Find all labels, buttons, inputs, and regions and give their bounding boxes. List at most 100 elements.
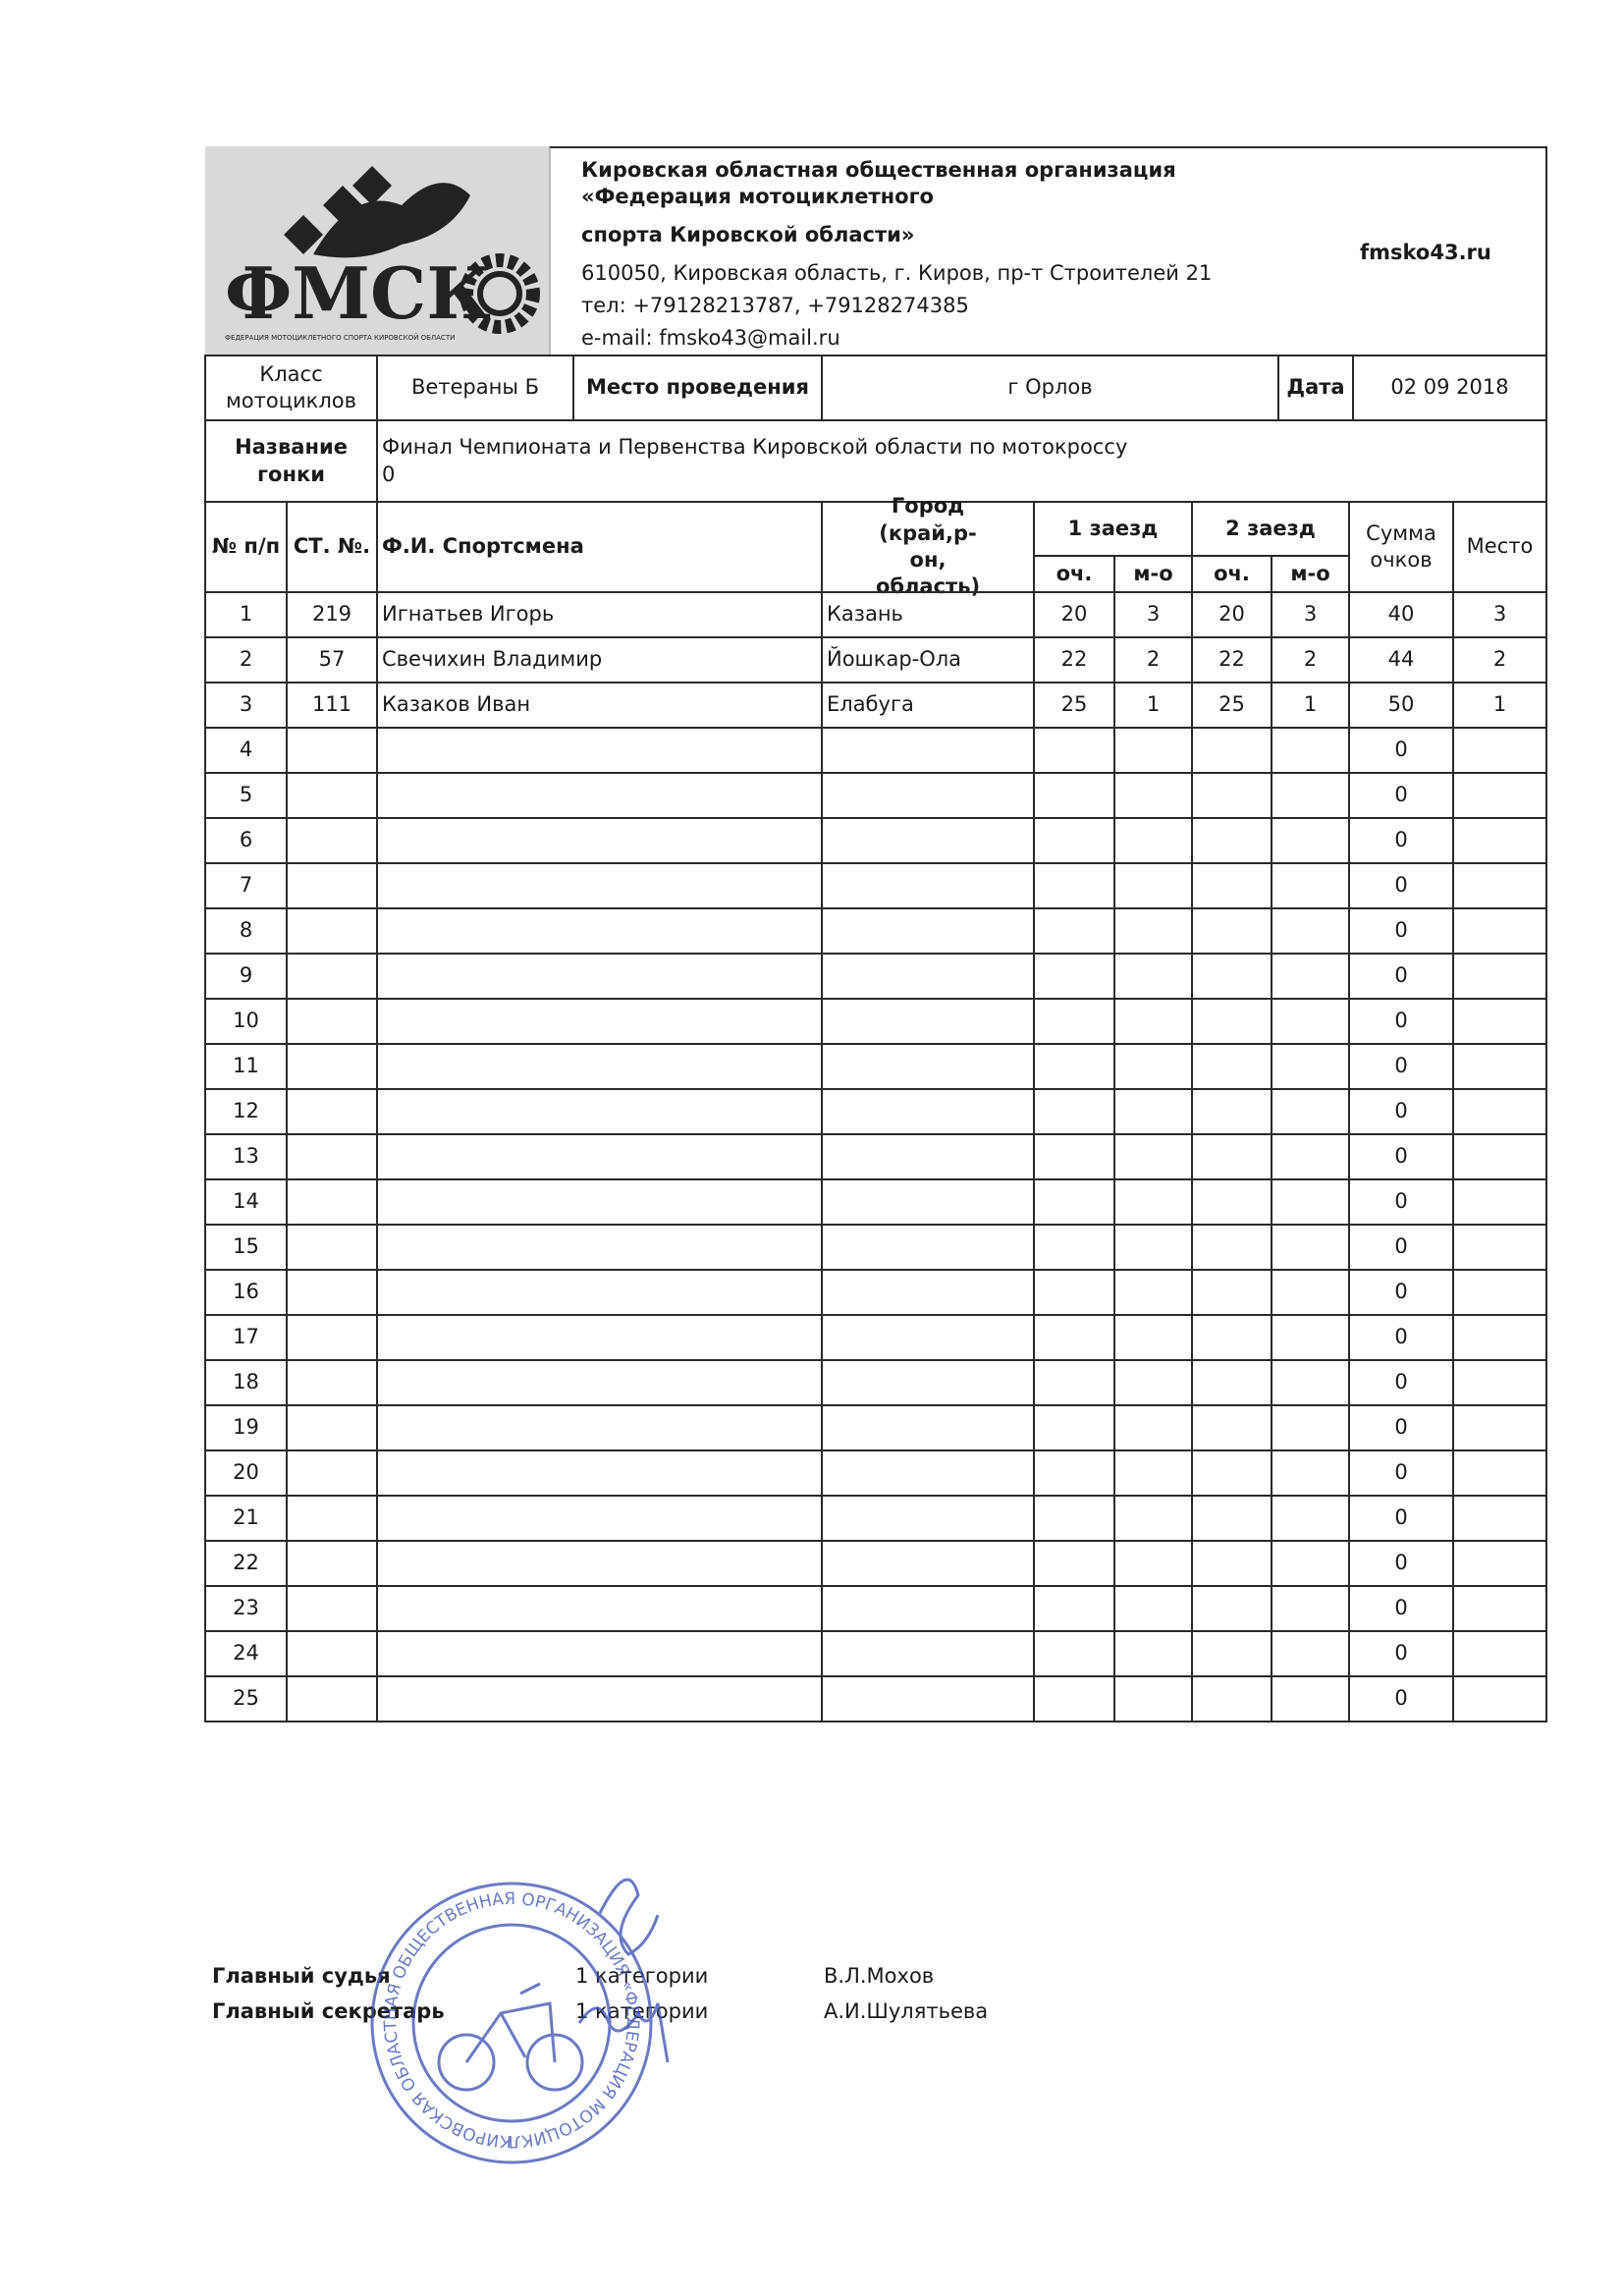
empty-cell	[1033, 1540, 1115, 1587]
empty-cell	[1271, 1269, 1350, 1316]
cell-sum: 50	[1348, 682, 1454, 729]
empty-cell	[821, 1359, 1035, 1406]
empty-cell	[376, 1585, 823, 1632]
cell-no: 23	[204, 1585, 288, 1632]
empty-cell	[821, 1585, 1035, 1632]
logo: ФМСК ФЕДЕРАЦИЯ МОТОЦИКЛЕТНОГО СПОРТА КИР…	[205, 146, 549, 355]
empty-cell	[1113, 1359, 1193, 1406]
empty-cell	[821, 1449, 1035, 1497]
col-header: Место	[1452, 501, 1547, 593]
empty-cell	[821, 1269, 1035, 1316]
empty-cell	[1271, 953, 1350, 1000]
empty-cell	[821, 1088, 1035, 1135]
col-header: Ф.И. Спортсмена	[376, 501, 823, 593]
cell-no: 7	[204, 862, 288, 909]
empty-cell	[1191, 1133, 1272, 1180]
col-header: оч.	[1033, 555, 1115, 593]
cell-place: 2	[1452, 636, 1547, 683]
empty-cell	[1113, 998, 1193, 1045]
col-header: Город (край,р-он, область)	[821, 494, 1035, 598]
cell-r2-place: 2	[1271, 636, 1350, 683]
empty-cell	[1271, 1178, 1350, 1226]
empty-cell	[1113, 1404, 1193, 1451]
empty-cell	[286, 1314, 378, 1361]
date-value: 02 09 2018	[1352, 355, 1547, 421]
cell-sum: 0	[1348, 817, 1454, 864]
empty-cell	[1113, 1495, 1193, 1542]
empty-cell	[821, 998, 1035, 1045]
empty-cell	[821, 953, 1035, 1000]
empty-cell	[1271, 1088, 1350, 1135]
cell-no: 25	[204, 1675, 288, 1722]
empty-cell	[821, 1043, 1035, 1090]
cell-name: Игнатьев Игорь	[376, 591, 823, 638]
cell-sum: 0	[1348, 1178, 1454, 1226]
empty-cell	[1452, 1630, 1547, 1677]
empty-cell	[1271, 1359, 1350, 1406]
empty-cell	[1452, 1269, 1547, 1316]
cell-sum: 0	[1348, 1675, 1454, 1722]
empty-cell	[1452, 953, 1547, 1000]
empty-cell	[1191, 998, 1272, 1045]
empty-cell	[1033, 1178, 1115, 1226]
org-line: Кировская областная общественная организ…	[581, 158, 1176, 182]
empty-cell	[1452, 1495, 1547, 1542]
empty-cell	[821, 907, 1035, 955]
empty-cell	[1113, 727, 1193, 774]
cell-no: 12	[204, 1088, 288, 1135]
empty-cell	[1271, 1224, 1350, 1271]
race-name-label: Название гонки	[204, 419, 378, 503]
empty-cell	[1033, 953, 1115, 1000]
cell-no: 20	[204, 1449, 288, 1497]
organization-header: Кировская областная общественная организ…	[549, 146, 1547, 355]
cell-no: 15	[204, 1224, 288, 1271]
cell-sum: 0	[1348, 862, 1454, 909]
cell-sum: 44	[1348, 636, 1454, 683]
empty-cell	[1113, 772, 1193, 819]
cell-st: 57	[286, 636, 378, 683]
org-line: «Федерация мотоциклетного	[581, 185, 934, 208]
empty-cell	[1033, 998, 1115, 1045]
empty-cell	[1271, 1043, 1350, 1090]
empty-cell	[1113, 1585, 1193, 1632]
signature-role: Главный секретарь	[212, 1999, 445, 2023]
cell-no: 6	[204, 817, 288, 864]
empty-cell	[286, 1630, 378, 1677]
empty-cell	[1191, 1675, 1272, 1722]
empty-cell	[1033, 1495, 1115, 1542]
empty-cell	[1452, 772, 1547, 819]
empty-cell	[1271, 862, 1350, 909]
empty-cell	[376, 907, 823, 955]
empty-cell	[376, 1088, 823, 1135]
cell-sum: 40	[1348, 591, 1454, 638]
address: 610050, Кировская область, г. Киров, пр-…	[581, 261, 1213, 285]
empty-cell	[1191, 1630, 1272, 1677]
empty-cell	[1033, 1269, 1115, 1316]
empty-cell	[1113, 1043, 1193, 1090]
empty-cell	[1033, 1630, 1115, 1677]
empty-cell	[376, 1133, 823, 1180]
cell-no: 24	[204, 1630, 288, 1677]
empty-cell	[1113, 1675, 1193, 1722]
empty-cell	[1271, 772, 1350, 819]
cell-no: 22	[204, 1540, 288, 1587]
empty-cell	[286, 817, 378, 864]
empty-cell	[1033, 817, 1115, 864]
empty-cell	[1113, 817, 1193, 864]
empty-cell	[376, 1675, 823, 1722]
empty-cell	[376, 1043, 823, 1090]
cell-st: 111	[286, 682, 378, 729]
empty-cell	[376, 772, 823, 819]
cell-sum: 0	[1348, 998, 1454, 1045]
empty-cell	[286, 1404, 378, 1451]
cell-r2-points: 22	[1191, 636, 1272, 683]
empty-cell	[376, 1495, 823, 1542]
race-name-text: Финал Чемпионата и Первенства Кировской …	[382, 435, 1128, 460]
cell-r1-place: 3	[1113, 591, 1193, 638]
cell-r2-points: 25	[1191, 682, 1272, 729]
empty-cell	[286, 772, 378, 819]
race-name-text: 0	[382, 462, 396, 486]
logo-graphic: ФМСК ФЕДЕРАЦИЯ МОТОЦИКЛЕТНОГО СПОРТА КИР…	[225, 166, 540, 342]
empty-cell	[1033, 907, 1115, 955]
